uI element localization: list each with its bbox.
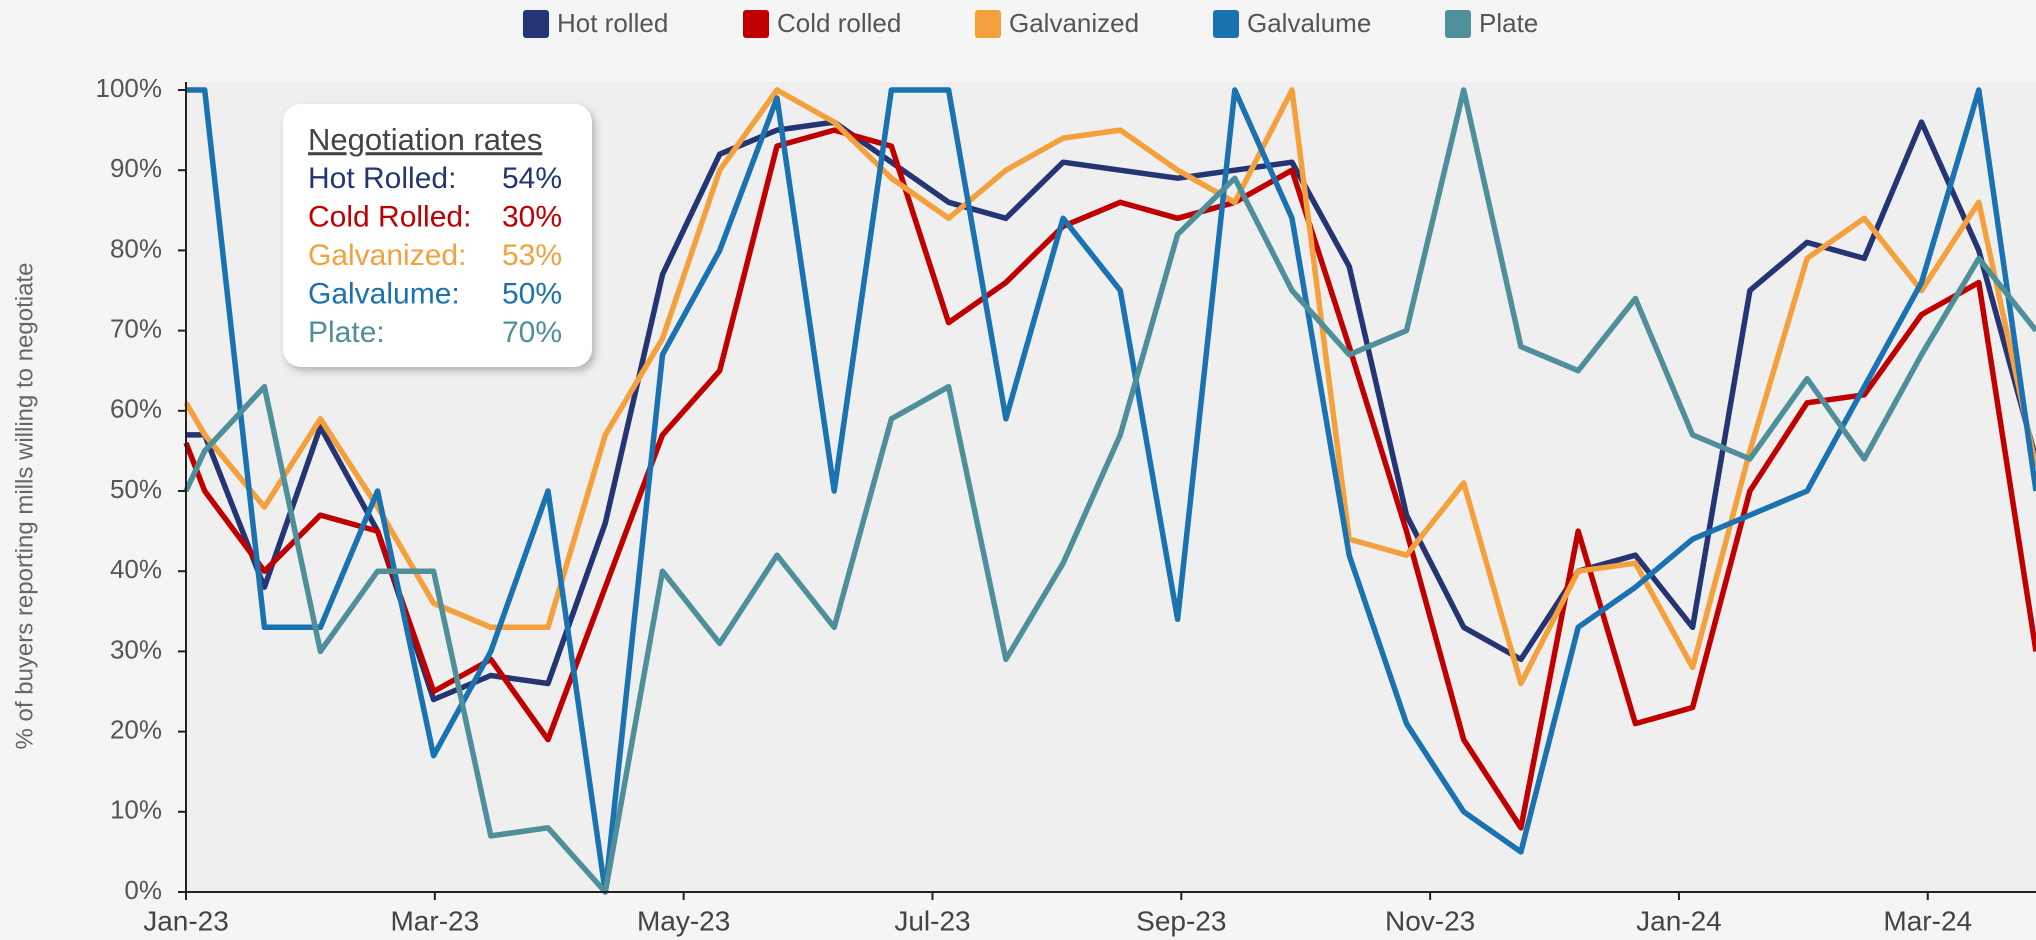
y-tick-label: 10% (110, 795, 162, 825)
summary-label: Galvalume: (308, 277, 460, 310)
legend-label: Plate (1479, 8, 1538, 38)
legend-label: Galvalume (1247, 8, 1371, 38)
x-tick-label: Jul-23 (894, 905, 970, 936)
y-tick-label: 40% (110, 554, 162, 584)
y-tick-label: 100% (96, 73, 163, 103)
lines (183, 87, 2036, 895)
y-tick-label: 70% (110, 313, 162, 343)
x-tick-label: Jan-23 (143, 905, 229, 936)
summary-rate: 53% (502, 239, 562, 272)
summary-rate: 70% (502, 316, 562, 349)
summary-rate: 54% (502, 162, 562, 195)
summary-box: Negotiation rates Hot Rolled: 54% Cold Rol… (283, 104, 592, 367)
summary-title: Negotiation rates (308, 122, 542, 157)
x-tick-label: May-23 (637, 905, 730, 936)
series-line (183, 87, 2036, 687)
y-tick-label: 60% (110, 394, 162, 424)
series-line (183, 127, 2036, 831)
y-tick-label: 80% (110, 233, 162, 263)
legend-swatch (1213, 10, 1239, 38)
series-line (183, 87, 2036, 895)
legend-label: Cold rolled (777, 8, 901, 38)
legend-label: Hot rolled (557, 8, 668, 38)
y-tick-label: 50% (110, 474, 162, 504)
legend-swatch (523, 10, 549, 38)
summary-rate: 50% (502, 277, 562, 310)
x-tick-label: Jan-24 (1636, 905, 1722, 936)
summary-rate: 30% (502, 200, 562, 233)
x-tick-label: Mar-23 (390, 905, 479, 936)
legend-swatch (743, 10, 769, 38)
series-line (186, 119, 2036, 703)
y-tick-label: 90% (110, 153, 162, 183)
x-tick-label: Sep-23 (1136, 905, 1226, 936)
x-tick-label: Mar-24 (1883, 905, 1972, 936)
legend-swatch (1445, 10, 1471, 38)
summary-label: Cold Rolled: (308, 200, 471, 233)
y-tick-label: 0% (124, 875, 162, 905)
y-axis-title: % of buyers reporting mills willing to n… (11, 263, 38, 750)
y-tick-label: 20% (110, 714, 162, 744)
y-tick-label: 30% (110, 634, 162, 664)
summary-panel (283, 104, 592, 367)
summary-label: Galvanized: (308, 239, 466, 272)
summary-label: Hot Rolled: (308, 162, 456, 195)
legend-swatch (975, 10, 1001, 38)
summary-label: Plate: (308, 316, 385, 349)
legend-label: Galvanized (1009, 8, 1139, 38)
x-tick-label: Nov-23 (1385, 905, 1475, 936)
